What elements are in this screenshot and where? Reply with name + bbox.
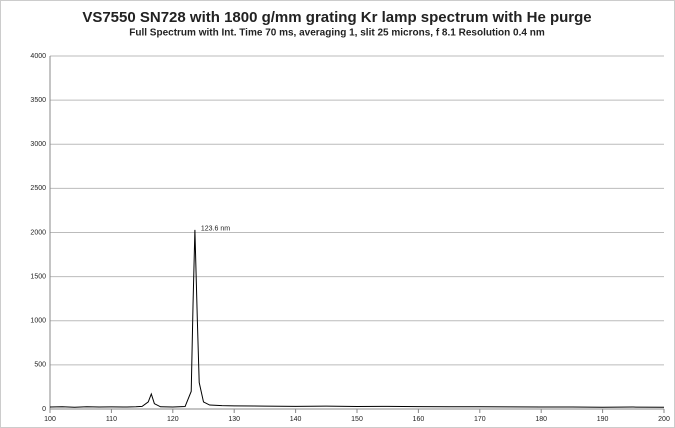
x-tick-label: 150 — [351, 416, 363, 423]
x-tick-label: 110 — [106, 416, 117, 423]
y-tick-label: 3000 — [30, 141, 46, 148]
y-tick-label: 2000 — [30, 229, 46, 236]
y-tick-label: 500 — [34, 362, 46, 369]
chart-subtitle: Full Spectrum with Int. Time 70 ms, aver… — [129, 28, 545, 39]
x-tick-label: 200 — [658, 416, 670, 423]
x-tick-label: 160 — [413, 416, 425, 423]
series-line — [49, 229, 665, 408]
chart-title: VS7550 SN728 with 1800 g/mm grating Kr l… — [82, 9, 591, 26]
x-tick-label: 120 — [167, 416, 179, 423]
y-tick-label: 1500 — [30, 273, 46, 280]
y-tick-label: 3500 — [30, 97, 46, 104]
x-tick-label: 180 — [535, 416, 547, 423]
x-tick-label: 100 — [44, 416, 56, 423]
x-tick-label: 140 — [290, 416, 302, 423]
x-tick-label: 130 — [228, 416, 240, 423]
y-tick-label: 0 — [42, 406, 46, 413]
y-tick-label: 1000 — [30, 318, 46, 325]
y-tick-label: 2500 — [30, 185, 46, 192]
y-tick-label: 4000 — [30, 53, 46, 60]
peak-annotation: 123.6 nm — [201, 226, 230, 233]
x-tick-label: 170 — [474, 416, 486, 423]
x-tick-label: 190 — [597, 416, 609, 423]
